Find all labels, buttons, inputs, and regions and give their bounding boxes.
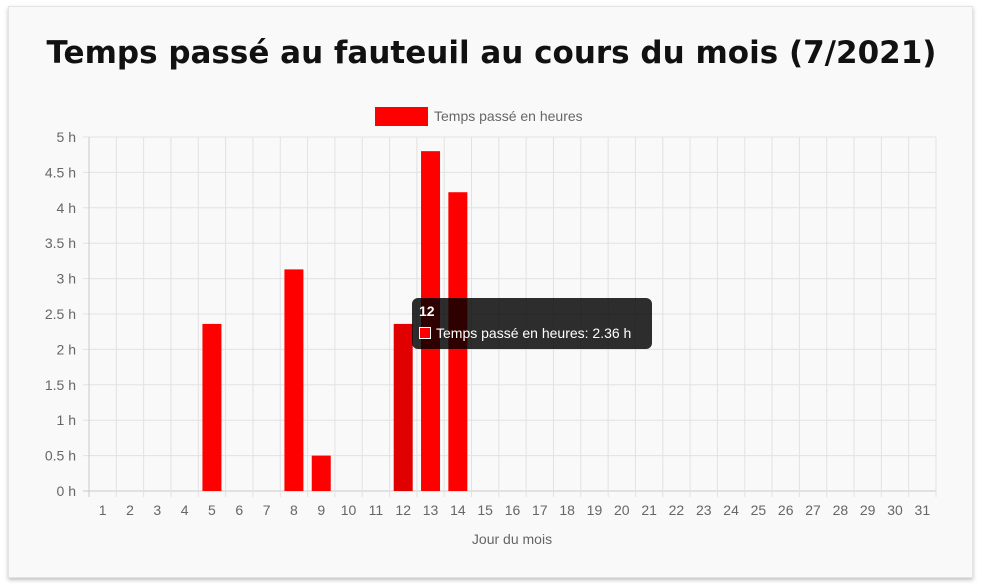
tooltip-color-swatch (419, 327, 431, 339)
x-tick-label: 8 (290, 502, 298, 518)
x-tick-label: 6 (235, 502, 243, 518)
x-tick-label: 29 (860, 502, 876, 518)
tooltip-separator: : (584, 325, 593, 341)
x-tick-label: 21 (641, 502, 657, 518)
x-tick-label: 1 (99, 502, 107, 518)
x-tick-label: 27 (805, 502, 821, 518)
chart-card: Temps passé au fauteuil au cours du mois… (8, 6, 973, 578)
x-tick-label: 13 (423, 502, 439, 518)
legend-swatch (375, 107, 428, 126)
x-tick-label: 25 (751, 502, 767, 518)
y-tick-label: 1 h (57, 412, 76, 428)
x-tick-label: 9 (317, 502, 325, 518)
y-tick-label: 3.5 h (45, 235, 76, 251)
chart-tooltip: 12 Temps passé en heures: 2.36 h (412, 298, 652, 349)
tooltip-value: 2.36 h (592, 325, 632, 341)
x-tick-label: 22 (669, 502, 685, 518)
x-tick-label: 24 (723, 502, 739, 518)
x-tick-label: 17 (532, 502, 548, 518)
tooltip-text: Temps passé en heures: 2.36 h (436, 325, 631, 341)
x-tick-label: 20 (614, 502, 630, 518)
x-tick-label: 14 (450, 502, 466, 518)
bar (311, 455, 331, 491)
y-tick-label: 0.5 h (45, 448, 76, 464)
x-tick-label: 2 (126, 502, 134, 518)
bar (202, 323, 222, 491)
y-tick-label: 4.5 h (45, 164, 76, 180)
y-tick-label: 4 h (57, 200, 76, 216)
chart-title: Temps passé au fauteuil au cours du mois… (46, 35, 937, 71)
x-axis-label: Jour du mois (472, 531, 552, 547)
x-tick-label: 19 (587, 502, 603, 518)
x-tick-label: 11 (369, 502, 384, 518)
y-tick-label: 2 h (57, 341, 76, 357)
x-tick-label: 5 (208, 502, 216, 518)
x-tick-label: 31 (915, 502, 931, 518)
y-tick-label: 5 h (57, 129, 76, 145)
x-tick-label: 26 (778, 502, 794, 518)
x-tick-label: 18 (559, 502, 575, 518)
x-tick-label: 3 (153, 502, 161, 518)
x-tick-label: 23 (696, 502, 712, 518)
bar (393, 323, 413, 491)
y-tick-label: 3 h (57, 271, 76, 287)
legend-label: Temps passé en heures (434, 108, 583, 124)
y-tick-label: 0 h (57, 483, 76, 499)
x-tick-label: 15 (477, 502, 493, 518)
y-tick-label: 2.5 h (45, 306, 76, 322)
tooltip-title: 12 (419, 303, 435, 319)
x-tick-label: 30 (887, 502, 903, 518)
bar (284, 269, 304, 491)
tooltip-series-name: Temps passé en heures (436, 325, 585, 341)
x-tick-label: 7 (263, 502, 271, 518)
x-tick-label: 4 (181, 502, 189, 518)
x-tick-label: 16 (505, 502, 521, 518)
x-tick-label: 28 (833, 502, 849, 518)
x-tick-label: 10 (341, 502, 357, 518)
y-tick-label: 1.5 h (45, 377, 76, 393)
x-tick-label: 12 (395, 502, 411, 518)
